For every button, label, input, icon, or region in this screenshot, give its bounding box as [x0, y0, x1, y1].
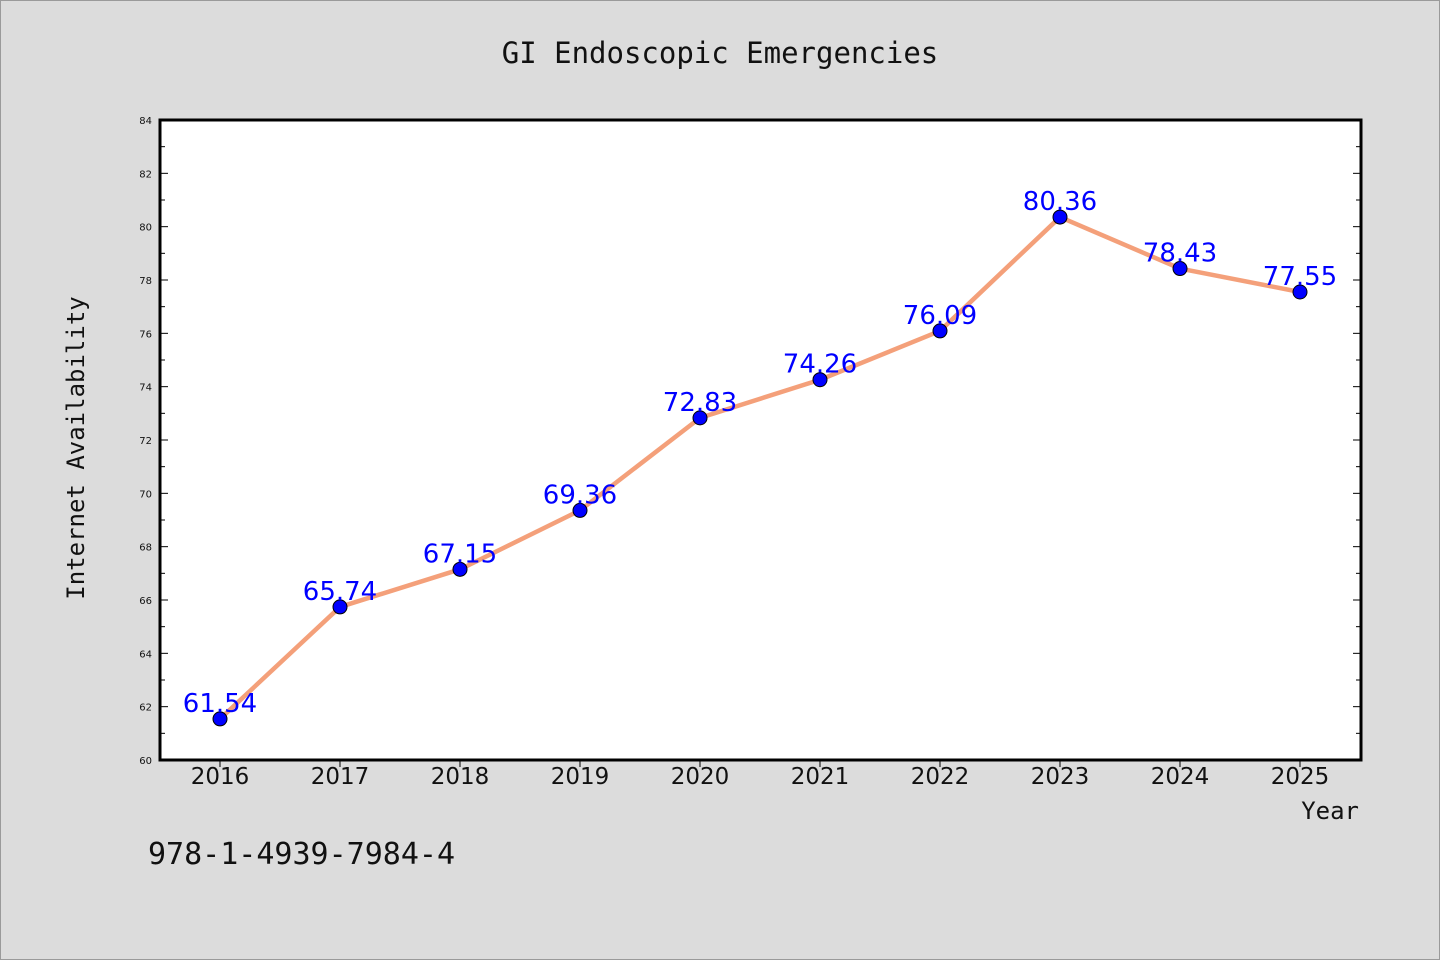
y-tick-label: 84 [139, 116, 152, 127]
data-point-2016 [212, 711, 228, 727]
x-tick-label: 2018 [431, 764, 490, 790]
series-line [217, 214, 1303, 722]
data-label-2022: 76.09 [903, 301, 977, 331]
x-tick-label: 2024 [1151, 764, 1210, 790]
x-tick-label: 2023 [1031, 764, 1090, 790]
x-tick-label: 2017 [311, 764, 370, 790]
data-label-2017: 65.74 [303, 577, 377, 607]
series-line-group: 61.54 65.74 67.15 69.36 72.83 74.26 76.09 80.36… [183, 187, 1337, 727]
x-tick-label: 2020 [671, 764, 730, 790]
y-tick-label: 64 [139, 649, 152, 660]
data-label-2024: 78.43 [1143, 239, 1217, 269]
y-tick-label: 68 [139, 543, 152, 554]
data-point-2024 [1172, 261, 1188, 277]
data-label-2025: 77.55 [1263, 262, 1337, 292]
y-tick-label: 62 [139, 703, 152, 714]
data-label-2019: 69.36 [543, 480, 617, 510]
x-tick-label: 2025 [1271, 764, 1330, 790]
y-tick-label: 78 [139, 276, 152, 287]
y-tick-label: 82 [139, 169, 152, 180]
x-tick-label: 2022 [911, 764, 970, 790]
data-point-2023 [1052, 209, 1068, 225]
y-tick-label: 74 [139, 383, 152, 394]
data-point-2019 [572, 502, 588, 518]
x-tick-label: 2019 [551, 764, 610, 790]
y-tick-label: 70 [139, 489, 152, 500]
data-point-2018 [452, 561, 468, 577]
plot-area [158, 118, 1363, 762]
y-tick-label: 60 [139, 756, 152, 767]
data-point-2025 [1292, 284, 1308, 300]
chart-title: GI Endoscopic Emergencies [502, 36, 939, 70]
data-point-2017 [332, 599, 348, 615]
data-label-2018: 67.15 [423, 539, 497, 569]
footer-isbn: 978-1-4939-7984-4 [148, 837, 455, 872]
x-axis-label: Year [1301, 797, 1359, 825]
x-tick-label: 2016 [191, 764, 250, 790]
y-tick-label: 76 [139, 329, 152, 340]
y-tick-label: 80 [139, 223, 152, 234]
x-axis: 2016 2017 2018 2019 2020 2021 2022 2023 2024 2025 [191, 760, 1330, 790]
y-tick-label: 72 [139, 436, 152, 447]
data-point-2021 [812, 372, 828, 388]
y-tick-label: 66 [139, 596, 152, 607]
data-label-2016: 61.54 [183, 689, 257, 719]
y-axis-label: Internet Availability [62, 296, 90, 599]
data-point-2022 [932, 323, 948, 339]
y-axis: 60 62 64 66 68 70 72 74 76 78 80 82 84 [139, 116, 1361, 767]
data-point-2020 [692, 410, 708, 426]
x-tick-label: 2021 [791, 764, 850, 790]
data-label-2021: 74.26 [783, 350, 857, 380]
data-label-2023: 80.36 [1023, 187, 1097, 217]
data-label-2020: 72.83 [663, 388, 737, 418]
